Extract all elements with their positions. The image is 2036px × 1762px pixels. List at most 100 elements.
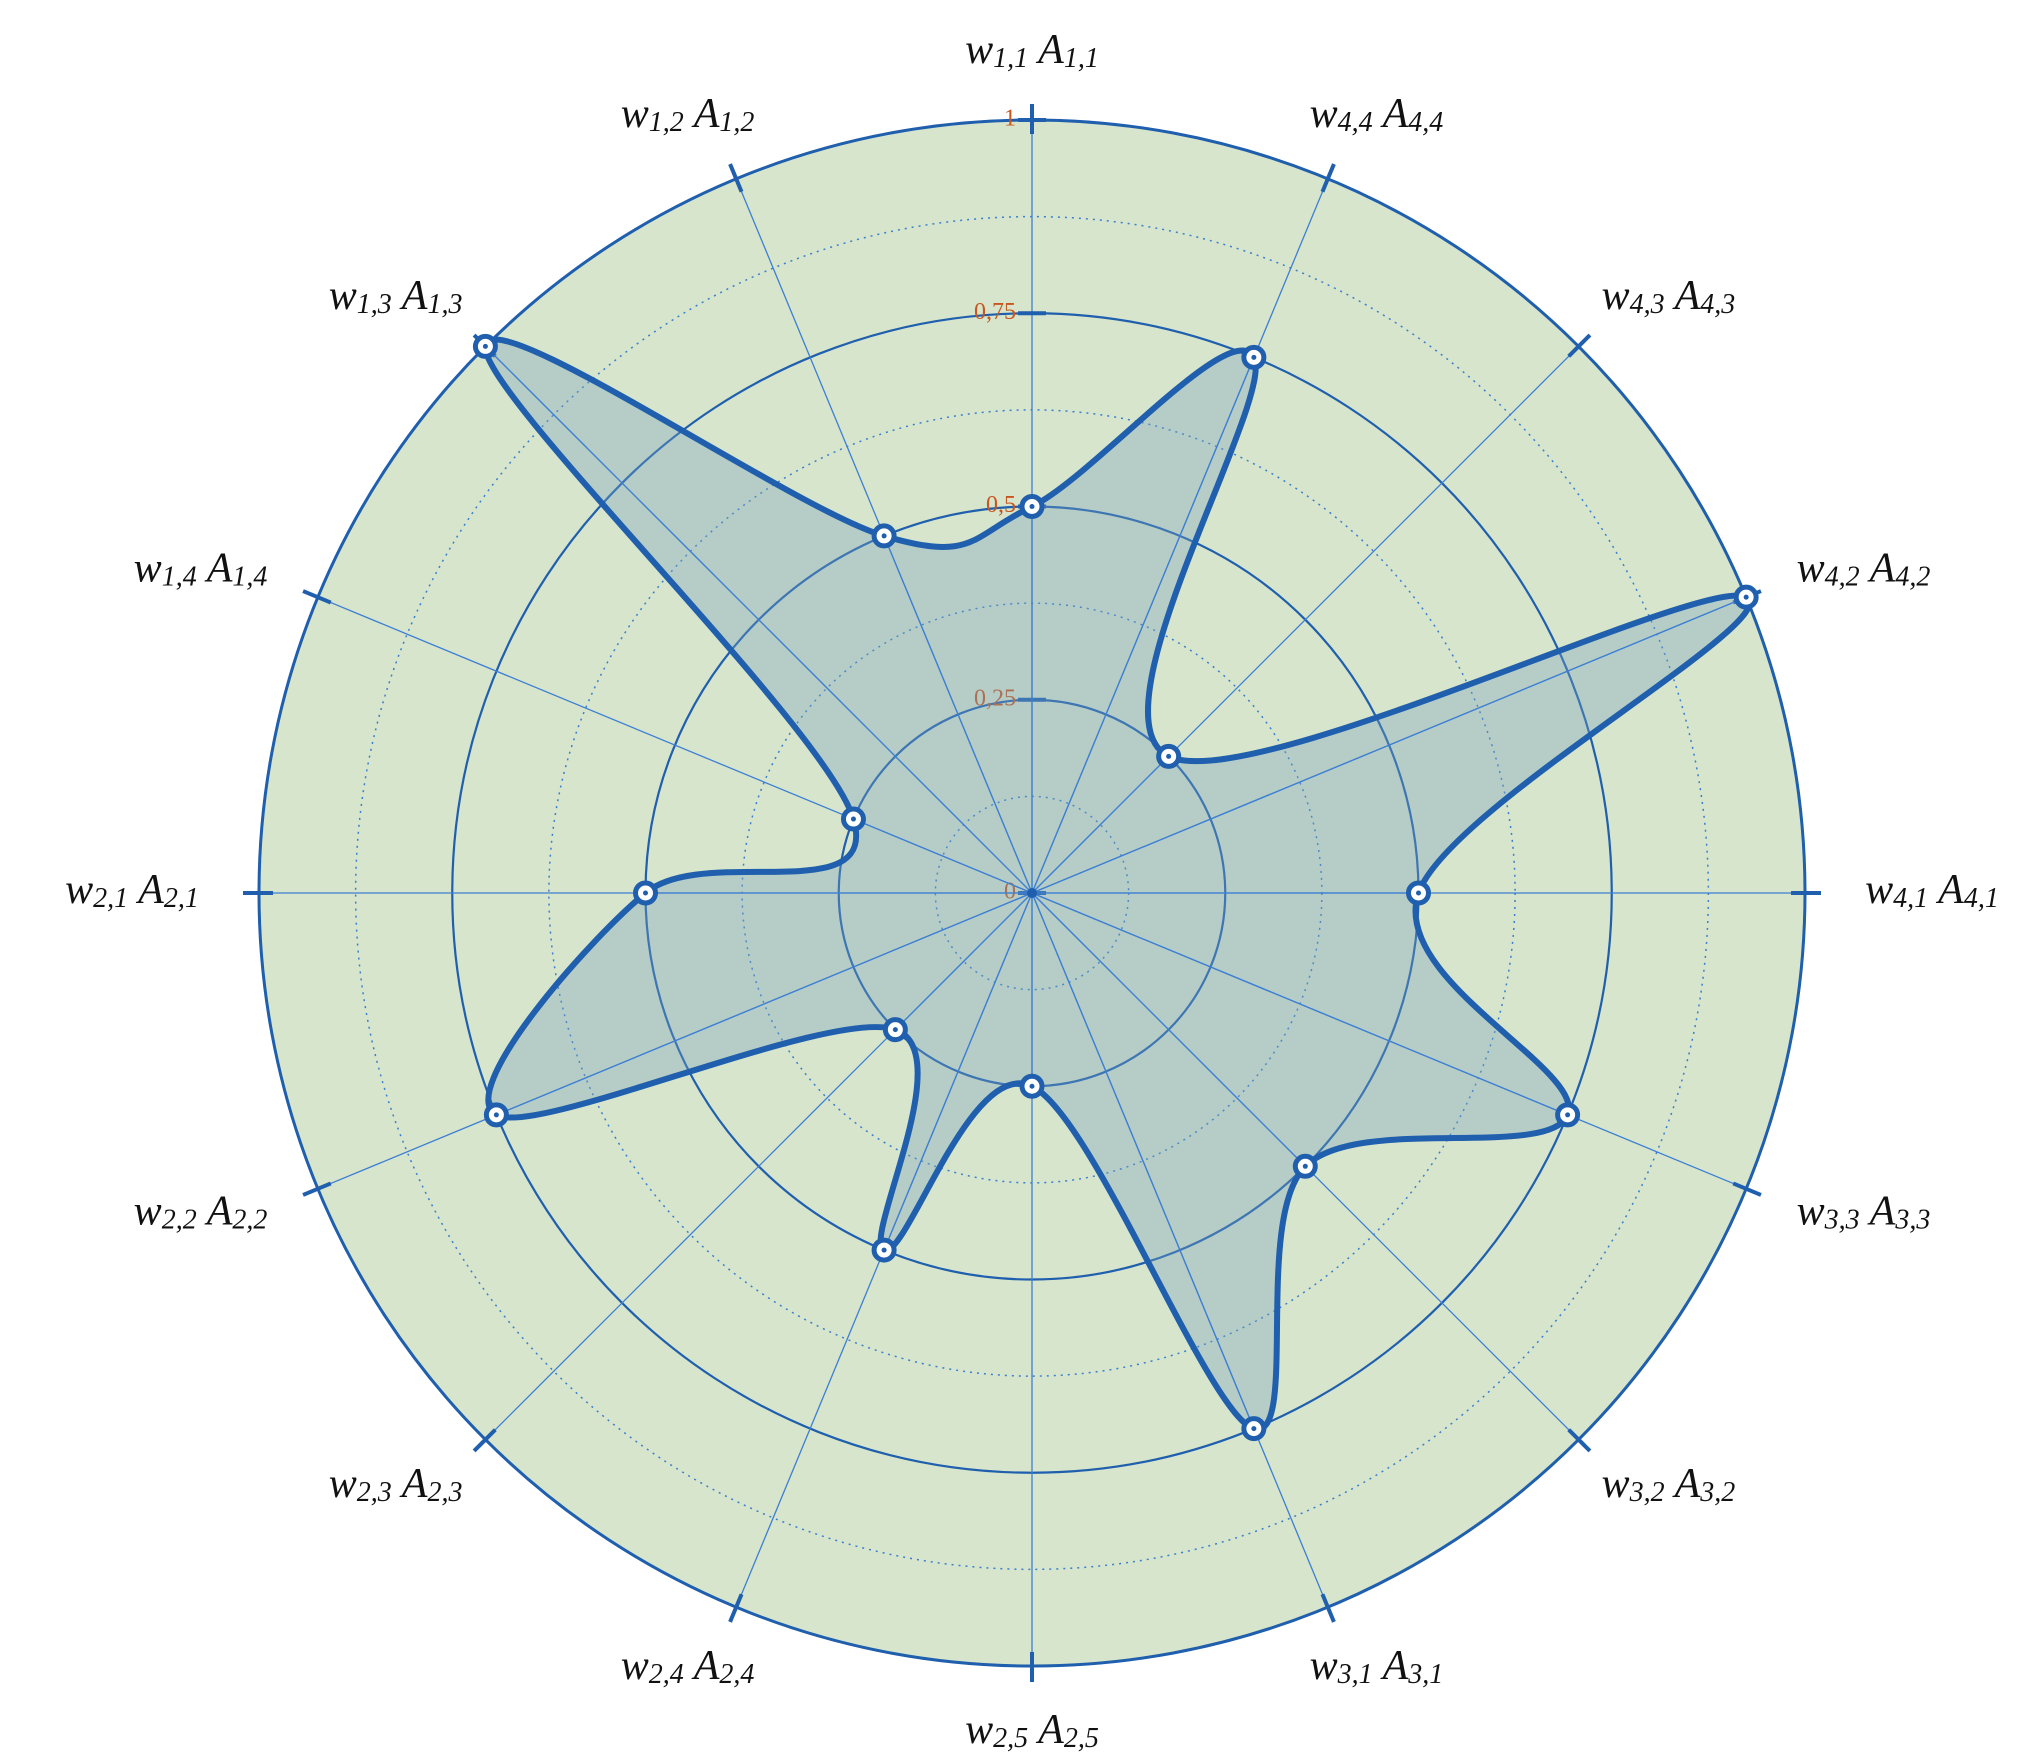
category-label: w4,3 A4,3 xyxy=(1602,273,1736,321)
label-subscript: 2,2 xyxy=(232,1205,267,1236)
label-subscript: 3,1 xyxy=(1337,1659,1373,1690)
label-part: w xyxy=(329,1461,357,1507)
label-part: w xyxy=(134,1188,162,1234)
label-part: w xyxy=(1797,1188,1825,1234)
label-part: w xyxy=(965,1707,993,1753)
label-part: w xyxy=(1865,867,1893,913)
label-part: w xyxy=(1310,91,1338,137)
point-spoke xyxy=(883,535,1033,894)
label-part: A xyxy=(1867,545,1896,591)
category-label: w4,2 A4,2 xyxy=(1797,545,1931,593)
point-spoke xyxy=(484,345,1033,894)
point-spoke xyxy=(853,818,1033,894)
data-point-dot xyxy=(493,1112,499,1118)
label-subscript: 3,3 xyxy=(1824,1205,1860,1236)
label-subscript: 2,4 xyxy=(649,1659,684,1690)
point-spoke xyxy=(496,892,1033,1116)
label-subscript: 4,1 xyxy=(1893,883,1928,914)
point-spoke xyxy=(894,892,1033,1031)
label-part: A xyxy=(1672,1461,1701,1507)
label-part: w xyxy=(1602,273,1630,319)
y-tick-label: 0,5 xyxy=(986,492,1016,518)
label-part: w xyxy=(329,273,357,319)
label-subscript: 3,3 xyxy=(1894,1205,1930,1236)
category-label: w2,4 A2,4 xyxy=(621,1643,755,1691)
data-point-dot xyxy=(1565,1112,1571,1118)
axis-end-tick xyxy=(1567,333,1592,358)
label-part: A xyxy=(204,545,233,591)
category-label: w2,1 A2,1 xyxy=(65,867,199,915)
label-subscript: 4,3 xyxy=(1630,289,1665,320)
data-point-dot xyxy=(1251,354,1257,360)
data-point-dot xyxy=(881,533,887,539)
data-point-dot xyxy=(482,343,488,349)
label-subscript: 3,2 xyxy=(1629,1477,1665,1508)
category-label: w1,3 A1,3 xyxy=(329,273,463,321)
label-subscript: 3,2 xyxy=(1699,1477,1735,1508)
label-part: A xyxy=(1035,1707,1064,1753)
label-part: w xyxy=(1602,1461,1630,1507)
label-subscript: 4,4 xyxy=(1408,107,1443,138)
data-point-dot xyxy=(1302,1163,1308,1169)
point-spoke xyxy=(883,892,1033,1251)
label-subscript: 1,2 xyxy=(719,107,754,138)
axis-end-tick xyxy=(302,589,332,605)
category-label: w1,1 A1,1 xyxy=(965,27,1099,75)
label-subscript: 1,4 xyxy=(232,562,267,593)
data-point-dot xyxy=(1029,504,1035,509)
category-label: w1,4 A1,4 xyxy=(134,545,268,593)
label-subscript: 4,1 xyxy=(1964,883,1999,914)
label-part: A xyxy=(1380,1643,1409,1689)
y-tick-label: 0,75 xyxy=(974,299,1016,325)
label-subscript: 4,4 xyxy=(1338,107,1373,138)
category-label: w2,5 A2,5 xyxy=(965,1707,1099,1755)
label-subscript: 1,3 xyxy=(357,289,392,320)
category-label: w2,2 A2,2 xyxy=(134,1188,268,1236)
data-point-dot xyxy=(1416,890,1421,896)
axis-end-tick xyxy=(302,1181,332,1197)
label-subscript: 2,3 xyxy=(427,1477,462,1508)
category-label: w4,1 A4,1 xyxy=(1865,867,1999,915)
category-label: w4,4 A4,4 xyxy=(1310,91,1444,139)
axis-end-tick xyxy=(1732,1181,1762,1197)
axis-end-tick xyxy=(728,1593,744,1623)
point-spoke xyxy=(1031,357,1255,894)
label-part: A xyxy=(1867,1188,1896,1234)
axis-end-tick xyxy=(1320,1593,1336,1623)
label-part: A xyxy=(691,91,720,137)
label-subscript: 1,4 xyxy=(162,562,197,593)
label-part: w xyxy=(65,867,93,913)
label-part: A xyxy=(1380,91,1409,137)
data-point-dot xyxy=(1029,1083,1035,1089)
data-point-dot xyxy=(850,816,856,822)
label-part: A xyxy=(1935,867,1964,913)
label-part: w xyxy=(621,1643,649,1689)
data-area xyxy=(482,336,1753,1432)
label-subscript: 4,2 xyxy=(1895,562,1930,593)
point-spoke xyxy=(1031,596,1747,894)
label-subscript: 2,5 xyxy=(1064,1723,1099,1754)
label-part: A xyxy=(691,1643,720,1689)
data-point-dot xyxy=(643,890,648,896)
data-point-dot xyxy=(1251,1426,1257,1432)
point-spoke xyxy=(1031,892,1255,1429)
point-spoke xyxy=(1031,755,1170,894)
label-part: w xyxy=(621,91,649,137)
center-dot xyxy=(1027,888,1037,898)
label-part: A xyxy=(1672,273,1701,319)
label-subscript: 4,3 xyxy=(1700,289,1735,320)
category-label: w3,3 A3,3 xyxy=(1797,1188,1931,1236)
category-label: w3,2 A3,2 xyxy=(1602,1461,1736,1509)
label-subscript: 2,4 xyxy=(719,1659,754,1690)
label-subscript: 3,1 xyxy=(1407,1659,1443,1690)
category-label: w2,3 A2,3 xyxy=(329,1461,463,1509)
label-part: A xyxy=(399,1461,428,1507)
label-subscript: 4,2 xyxy=(1825,562,1860,593)
label-part: w xyxy=(134,545,162,591)
axis-end-tick xyxy=(472,1428,497,1453)
point-spoke xyxy=(1031,892,1306,1167)
y-tick-label: 1 xyxy=(1004,106,1016,132)
label-part: w xyxy=(965,27,993,73)
label-subscript: 2,1 xyxy=(164,883,199,914)
